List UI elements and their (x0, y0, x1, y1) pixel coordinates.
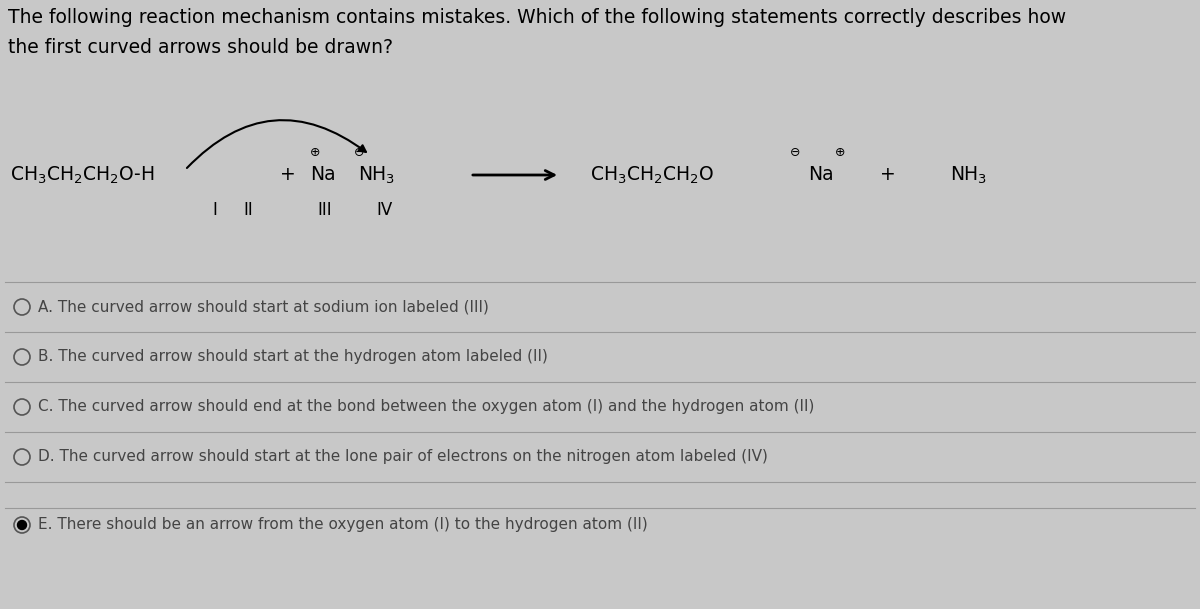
Text: IV: IV (377, 201, 394, 219)
Text: ⊖: ⊖ (790, 147, 800, 160)
Text: +: + (880, 166, 895, 185)
Text: Na: Na (310, 166, 336, 185)
Text: D. The curved arrow should start at the lone pair of electrons on the nitrogen a: D. The curved arrow should start at the … (38, 449, 768, 465)
Text: III: III (318, 201, 332, 219)
Text: B. The curved arrow should start at the hydrogen atom labeled (II): B. The curved arrow should start at the … (38, 350, 548, 365)
Text: +: + (280, 166, 295, 185)
Text: NH$_3$: NH$_3$ (950, 164, 986, 186)
Text: A. The curved arrow should start at sodium ion labeled (III): A. The curved arrow should start at sodi… (38, 300, 488, 314)
Text: E. There should be an arrow from the oxygen atom (I) to the hydrogen atom (II): E. There should be an arrow from the oxy… (38, 518, 648, 532)
Text: NH$_3$: NH$_3$ (358, 164, 395, 186)
Text: Na: Na (808, 166, 834, 185)
Text: ⊕: ⊕ (835, 147, 845, 160)
Text: C. The curved arrow should end at the bond between the oxygen atom (I) and the h: C. The curved arrow should end at the bo… (38, 400, 815, 415)
Text: ⊖: ⊖ (354, 147, 365, 160)
Text: the first curved arrows should be drawn?: the first curved arrows should be drawn? (8, 38, 394, 57)
Text: ⊕: ⊕ (310, 147, 320, 160)
Circle shape (18, 521, 26, 529)
Text: CH$_3$CH$_2$CH$_2$O: CH$_3$CH$_2$CH$_2$O (590, 164, 714, 186)
Text: II: II (244, 201, 253, 219)
Text: CH$_3$CH$_2$CH$_2$O-H: CH$_3$CH$_2$CH$_2$O-H (10, 164, 155, 186)
Text: The following reaction mechanism contains mistakes. Which of the following state: The following reaction mechanism contain… (8, 8, 1066, 27)
Text: I: I (212, 201, 217, 219)
